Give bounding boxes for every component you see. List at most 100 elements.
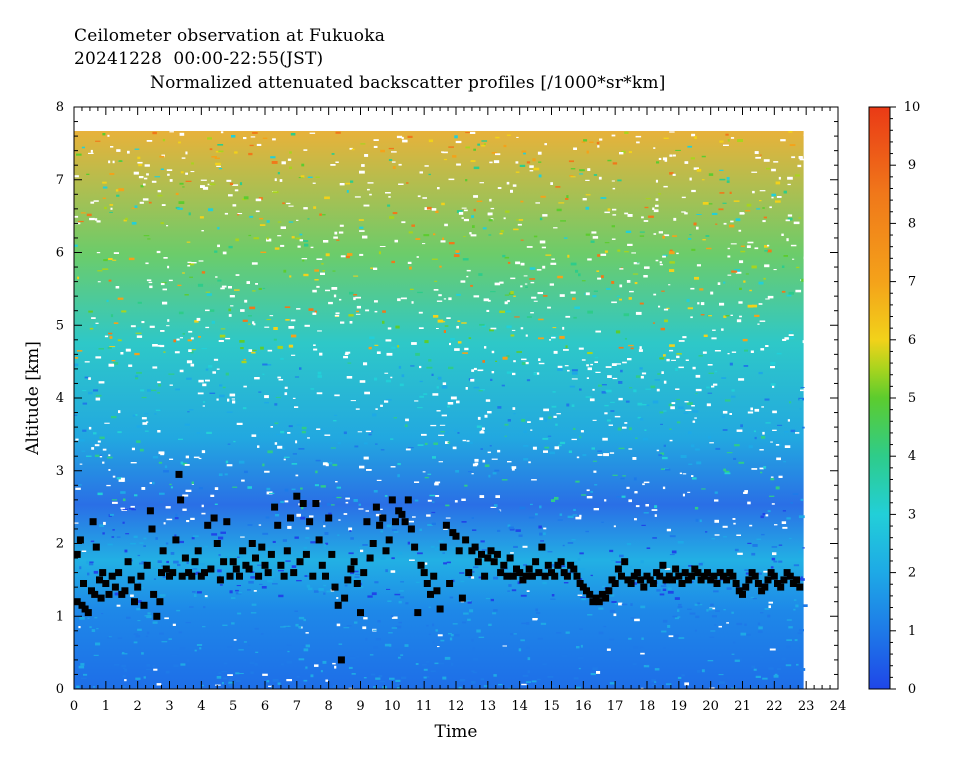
speckle-cell bbox=[557, 365, 563, 368]
speckle-cell bbox=[280, 226, 286, 229]
speckle-cell bbox=[334, 231, 338, 235]
speckle-cell bbox=[640, 375, 644, 379]
speckle-cell bbox=[125, 348, 131, 352]
speckle-cell bbox=[708, 173, 714, 176]
speckle-cell bbox=[134, 352, 140, 356]
cloud-base-point bbox=[640, 583, 648, 591]
cloud-base-point bbox=[213, 540, 221, 547]
speckle-cell bbox=[345, 501, 349, 504]
speckle-cell bbox=[315, 470, 318, 474]
cloud-base-point bbox=[716, 569, 724, 577]
speckle-cell bbox=[714, 370, 718, 373]
speckle-cell bbox=[734, 659, 740, 662]
speckle-cell bbox=[314, 269, 319, 272]
speckle-cell bbox=[607, 208, 611, 211]
speckle-cell bbox=[169, 483, 172, 486]
speckle-cell bbox=[733, 457, 737, 460]
speckle-cell bbox=[554, 496, 559, 500]
speckle-cell bbox=[632, 273, 639, 275]
speckle-cell bbox=[577, 594, 583, 596]
speckle-cell bbox=[274, 422, 279, 425]
cloud-base-point bbox=[108, 572, 116, 580]
speckle-cell bbox=[74, 215, 79, 218]
speckle-cell bbox=[771, 193, 777, 197]
speckle-cell bbox=[624, 422, 628, 424]
speckle-cell bbox=[618, 381, 623, 384]
speckle-cell bbox=[432, 641, 435, 644]
speckle-cell bbox=[565, 631, 570, 634]
speckle-cell bbox=[754, 151, 759, 154]
speckle-cell bbox=[235, 274, 240, 276]
speckle-cell bbox=[296, 219, 299, 221]
speckle-cell bbox=[189, 606, 194, 608]
speckle-cell bbox=[609, 452, 615, 454]
cloud-base-point bbox=[350, 558, 358, 566]
speckle-cell bbox=[408, 231, 413, 234]
speckle-cell bbox=[554, 446, 560, 450]
speckle-cell bbox=[714, 534, 720, 536]
speckle-cell bbox=[569, 175, 574, 177]
speckle-cell bbox=[252, 290, 256, 292]
speckle-cell bbox=[658, 193, 662, 195]
speckle-cell bbox=[336, 496, 342, 499]
speckle-cell bbox=[378, 251, 381, 255]
speckle-cell bbox=[335, 161, 339, 163]
speckle-cell bbox=[333, 236, 338, 239]
speckle-cell bbox=[694, 417, 697, 419]
cloud-base-point bbox=[131, 598, 138, 606]
speckle-cell bbox=[248, 349, 253, 352]
speckle-cell bbox=[758, 630, 762, 633]
speckle-cell bbox=[184, 294, 189, 296]
speckle-cell bbox=[232, 400, 236, 404]
speckle-cell bbox=[592, 295, 597, 298]
cloud-base-point bbox=[557, 558, 565, 566]
speckle-cell bbox=[669, 349, 674, 352]
cloud-base-point bbox=[220, 558, 228, 566]
cloud-base-point bbox=[105, 590, 113, 598]
speckle-cell bbox=[654, 668, 660, 671]
speckle-cell bbox=[78, 665, 85, 669]
speckle-cell bbox=[152, 456, 159, 459]
speckle-cell bbox=[435, 495, 440, 497]
speckle-cell bbox=[218, 672, 222, 674]
speckle-cell bbox=[470, 284, 473, 287]
speckle-cell bbox=[270, 156, 276, 159]
speckle-cell bbox=[708, 372, 714, 374]
speckle-cell bbox=[267, 364, 272, 366]
speckle-cell bbox=[488, 623, 492, 626]
speckle-cell bbox=[269, 492, 275, 494]
speckle-cell bbox=[516, 351, 522, 353]
cloud-base-point bbox=[306, 518, 314, 526]
speckle-cell bbox=[714, 624, 717, 626]
speckle-cell bbox=[627, 243, 633, 246]
speckle-cell bbox=[494, 469, 500, 472]
cloud-base-point bbox=[236, 572, 243, 580]
speckle-cell bbox=[539, 217, 543, 221]
speckle-cell bbox=[791, 156, 796, 159]
cloud-base-point bbox=[334, 601, 342, 609]
speckle-cell bbox=[549, 451, 555, 455]
speckle-cell bbox=[738, 301, 743, 304]
speckle-cell bbox=[110, 314, 114, 318]
speckle-cell bbox=[699, 288, 704, 291]
speckle-cell bbox=[651, 509, 658, 511]
speckle-cell bbox=[226, 179, 232, 182]
speckle-cell bbox=[619, 152, 624, 155]
speckle-cell bbox=[113, 362, 119, 365]
speckle-cell bbox=[558, 202, 565, 204]
speckle-cell bbox=[722, 525, 728, 528]
speckle-cell bbox=[116, 194, 120, 197]
speckle-cell bbox=[155, 409, 161, 411]
speckle-cell bbox=[195, 571, 200, 575]
speckle-cell bbox=[643, 220, 649, 222]
speckle-cell bbox=[310, 246, 314, 249]
speckle-cell bbox=[160, 222, 164, 225]
speckle-cell bbox=[364, 391, 370, 395]
speckle-cell bbox=[763, 570, 768, 573]
speckle-cell bbox=[444, 325, 449, 327]
speckle-cell bbox=[587, 310, 593, 314]
speckle-cell bbox=[214, 503, 218, 505]
speckle-cell bbox=[110, 146, 114, 148]
speckle-cell bbox=[738, 461, 745, 464]
speckle-cell bbox=[418, 311, 423, 314]
